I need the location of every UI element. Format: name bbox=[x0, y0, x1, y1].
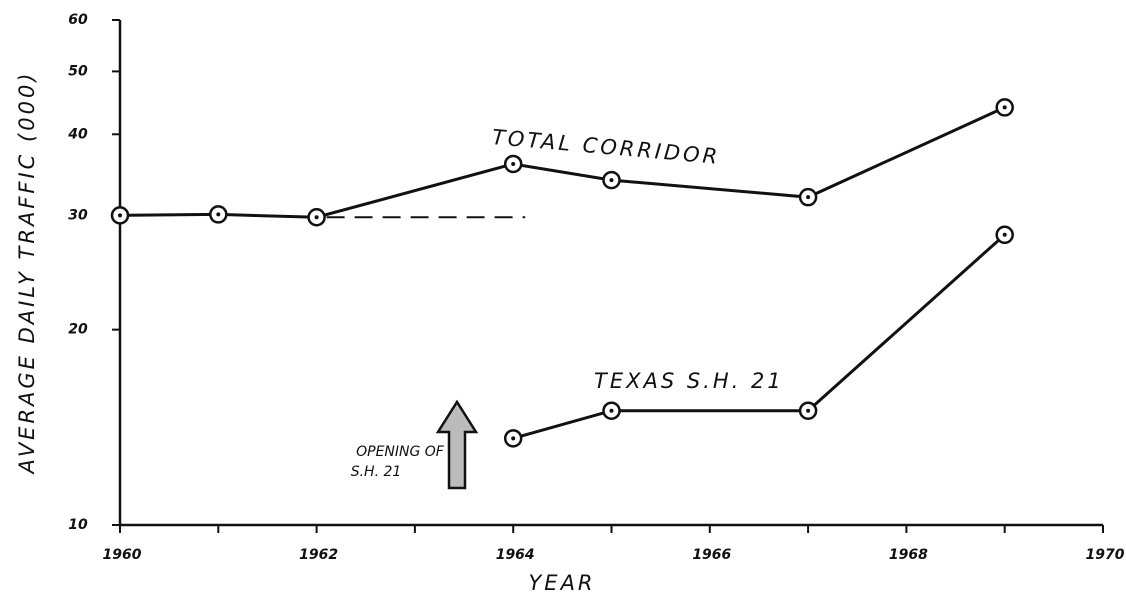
series-line bbox=[512, 233, 1006, 440]
point-dot bbox=[511, 436, 516, 441]
annotation: S.H. 21 bbox=[351, 464, 402, 480]
x-tick-label: 1962 bbox=[299, 547, 338, 563]
series-label: TOTAL CORRIDOR bbox=[491, 125, 721, 169]
point-dot bbox=[806, 195, 811, 200]
annotation: OPENING OF bbox=[356, 444, 445, 460]
x-tick-label: 1960 bbox=[103, 547, 142, 563]
point-dot bbox=[1002, 105, 1007, 110]
x-tick-label: 1964 bbox=[496, 547, 535, 563]
point-dot bbox=[609, 408, 614, 413]
y-axis-label: AVERAGE DAILY TRAFFIC (000) bbox=[15, 71, 39, 476]
y-tick-label: 10 bbox=[68, 517, 88, 533]
y-tick-label: 20 bbox=[68, 322, 88, 338]
point-dot bbox=[314, 215, 319, 220]
opening-arrow bbox=[435, 399, 479, 490]
x-axis-label: YEAR bbox=[528, 571, 595, 595]
point-dot bbox=[216, 212, 221, 217]
x-tick-label: 1966 bbox=[692, 547, 731, 563]
point-dot bbox=[118, 213, 122, 218]
x-tick-label: 1970 bbox=[1086, 547, 1125, 563]
y-tick-label: 50 bbox=[68, 63, 88, 79]
series-line bbox=[119, 106, 1006, 219]
y-tick-label: 40 bbox=[67, 126, 88, 142]
point-dot bbox=[609, 178, 614, 183]
y-tick-label: 60 bbox=[68, 12, 88, 28]
point-dot bbox=[806, 408, 811, 413]
point-dot bbox=[1002, 232, 1007, 237]
series-label: TEXAS S.H. 21 bbox=[594, 369, 784, 393]
x-tick-label: 1968 bbox=[889, 547, 928, 563]
y-tick-label: 30 bbox=[68, 207, 88, 223]
point-dot bbox=[511, 161, 516, 166]
